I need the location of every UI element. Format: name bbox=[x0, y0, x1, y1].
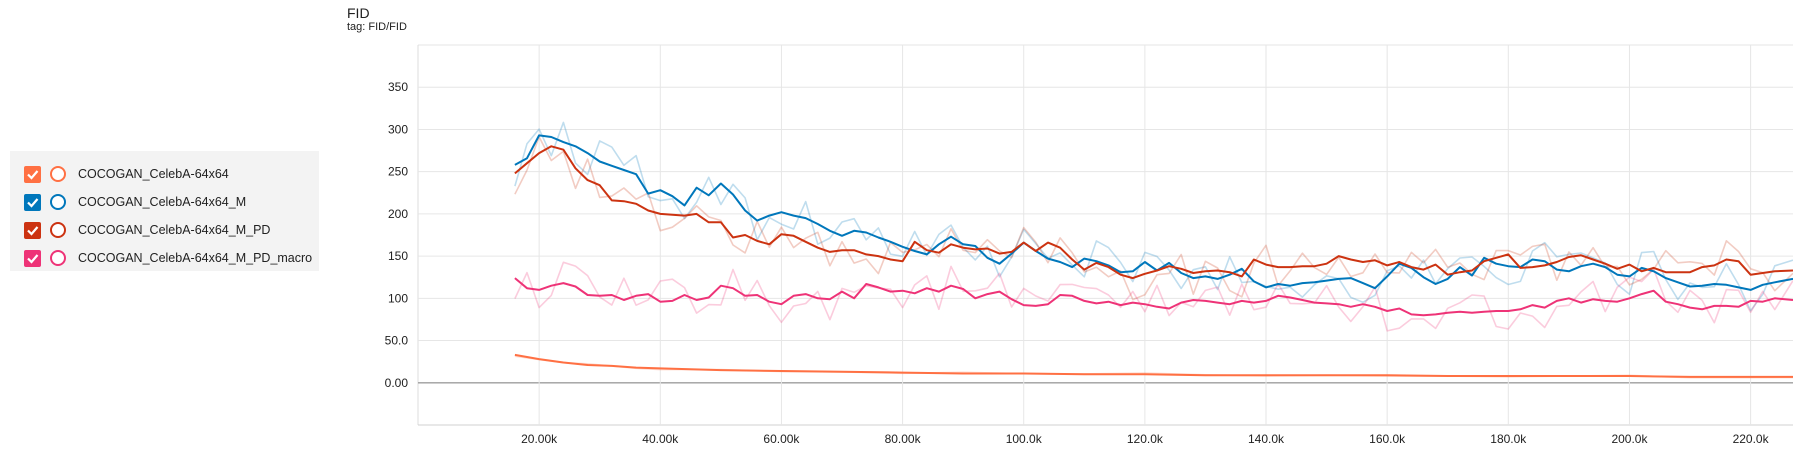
x-tick-label: 220.0k bbox=[1733, 432, 1770, 446]
legend-label: COCOGAN_CelebA-64x64_M_PD_macro bbox=[78, 251, 313, 265]
radio-circle-icon[interactable] bbox=[50, 166, 66, 182]
x-tick-label: 80.00k bbox=[885, 432, 922, 446]
y-tick-label: 300 bbox=[388, 122, 408, 136]
legend-item[interactable]: COCOGAN_CelebA-64x64_M bbox=[24, 192, 246, 212]
checkbox-checked-icon[interactable] bbox=[24, 165, 41, 183]
x-tick-label: 200.0k bbox=[1611, 432, 1648, 446]
y-tick-label: 250 bbox=[388, 165, 408, 179]
checkbox-checked-icon[interactable] bbox=[24, 193, 41, 211]
x-tick-label: 20.00k bbox=[521, 432, 558, 446]
y-tick-label: 350 bbox=[388, 80, 408, 94]
radio-circle-icon[interactable] bbox=[50, 222, 66, 238]
run-legend: COCOGAN_CelebA-64x64 COCOGAN_CelebA-64x6… bbox=[10, 151, 319, 271]
checkbox-checked-icon[interactable] bbox=[24, 249, 41, 267]
legend-item[interactable]: COCOGAN_CelebA-64x64_M_PD_macro bbox=[24, 248, 312, 268]
raw-series-line bbox=[514, 136, 1793, 301]
x-tick-label: 140.0k bbox=[1248, 432, 1285, 446]
chart-title: FID bbox=[347, 5, 370, 21]
legend-label: COCOGAN_CelebA-64x64 bbox=[78, 167, 229, 181]
legend-label: COCOGAN_CelebA-64x64_M_PD bbox=[78, 223, 271, 237]
series-line bbox=[514, 145, 1793, 280]
series-line bbox=[514, 277, 1793, 317]
x-tick-label: 60.00k bbox=[763, 432, 800, 446]
x-tick-label: 160.0k bbox=[1369, 432, 1406, 446]
chart-tag: tag: FID/FID bbox=[347, 21, 407, 33]
legend-item[interactable]: COCOGAN_CelebA-64x64_M_PD bbox=[24, 220, 270, 240]
raw-series-line bbox=[514, 121, 1793, 312]
y-tick-label: 100 bbox=[388, 291, 408, 305]
y-tick-label: 150 bbox=[388, 249, 408, 263]
x-tick-label: 120.0k bbox=[1127, 432, 1164, 446]
radio-circle-icon[interactable] bbox=[50, 194, 66, 210]
radio-circle-icon[interactable] bbox=[50, 250, 66, 266]
y-tick-label: 200 bbox=[388, 207, 408, 221]
x-tick-label: 180.0k bbox=[1490, 432, 1527, 446]
legend-label: COCOGAN_CelebA-64x64_M bbox=[78, 195, 247, 209]
x-tick-label: 40.00k bbox=[642, 432, 679, 446]
series-line bbox=[514, 134, 1793, 291]
legend-item[interactable]: COCOGAN_CelebA-64x64 bbox=[24, 164, 229, 184]
x-tick-label: 100.0k bbox=[1006, 432, 1043, 446]
checkbox-checked-icon[interactable] bbox=[24, 221, 41, 239]
series-line bbox=[514, 353, 1793, 378]
raw-series-line bbox=[514, 261, 1793, 332]
y-tick-label: 0.00 bbox=[385, 376, 409, 390]
y-tick-label: 50.0 bbox=[385, 334, 409, 348]
